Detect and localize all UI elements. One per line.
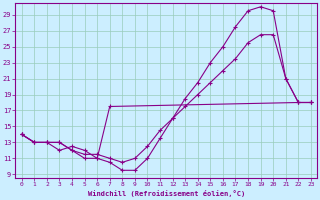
X-axis label: Windchill (Refroidissement éolien,°C): Windchill (Refroidissement éolien,°C) (88, 190, 245, 197)
